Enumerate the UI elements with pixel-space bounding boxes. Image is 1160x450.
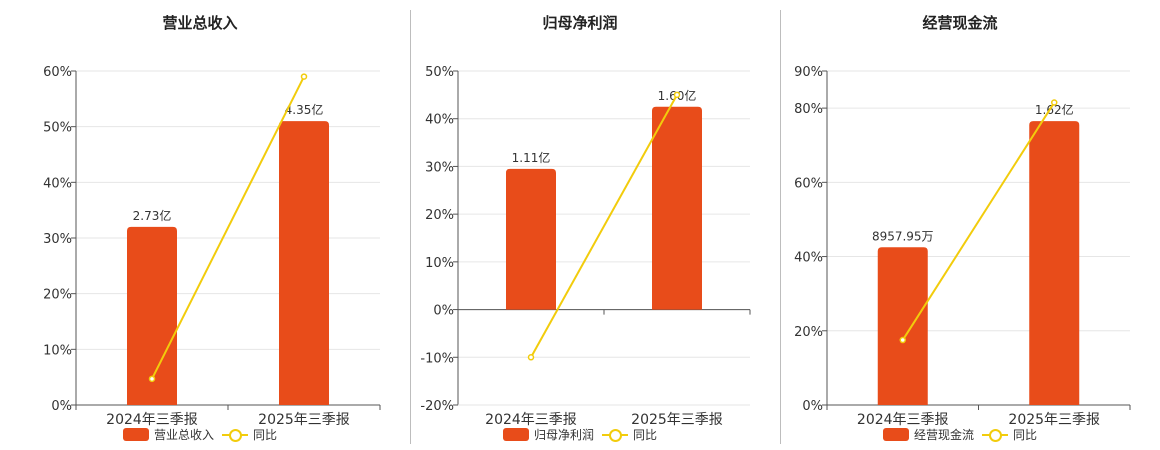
legend-item-line[interactable]: 同比 — [982, 426, 1037, 443]
y-tick-label: -10% — [420, 351, 454, 366]
legend-item-line[interactable]: 同比 — [602, 426, 657, 443]
bar — [506, 168, 556, 310]
x-tick-label: 2025年三季报 — [1008, 412, 1100, 428]
legend-item-line[interactable]: 同比 — [222, 426, 277, 443]
x-tick-label: 2025年三季报 — [258, 412, 350, 428]
chart-legend: 归母净利润 同比 — [380, 426, 780, 443]
yoy-line — [530, 94, 678, 358]
chart-title: 营业总收入 — [162, 14, 238, 32]
y-tick-label: 40% — [425, 113, 454, 128]
bar — [1029, 121, 1080, 405]
y-tick-label: 90% — [794, 65, 823, 80]
x-tick-label: 2025年三季报 — [631, 412, 723, 428]
yoy-point — [527, 354, 535, 361]
y-tick-label: 30% — [43, 232, 72, 247]
y-tick-label: 50% — [43, 121, 72, 136]
bar — [652, 106, 702, 310]
legend-line-swatch — [982, 428, 1008, 442]
yoy-line — [151, 76, 305, 380]
yoy-point — [1051, 99, 1058, 106]
y-tick-label: 50% — [425, 65, 454, 80]
bar — [877, 247, 928, 405]
chart-title: 经营现金流 — [922, 14, 998, 32]
yoy-line — [901, 102, 1056, 341]
legend-line-swatch — [602, 428, 628, 442]
chart-svg: 0% 10% 20% 30% 40% 50% 60% 2024年三季报 2025年三季报 2.73… — [43, 65, 381, 428]
panel-divider — [410, 10, 411, 444]
y-tick-label: 40% — [794, 251, 823, 266]
bar-value-label: 1.11亿 — [512, 150, 551, 165]
y-tick-label: 40% — [43, 176, 72, 191]
y-tick-label: 0% — [51, 399, 72, 414]
chart-panel-cash-flow: 经营现金流 0% 20% 40% 60% 80% 90% 2024年三季报 2025年三季报 8… — [760, 0, 1160, 450]
y-tick-label: 20% — [425, 208, 454, 223]
y-tick-label: 0% — [802, 399, 823, 414]
legend-bar-swatch — [502, 428, 529, 441]
legend-line-swatch — [222, 428, 248, 442]
chart-svg: 0% 20% 40% 60% 80% 90% 2024年三季报 2025年三季报 8957.95… — [794, 65, 1131, 428]
y-tick-label: 20% — [794, 325, 823, 340]
x-tick-label: 2024年三季报 — [857, 412, 949, 428]
chart-legend: 经营现金流 同比 — [760, 426, 1160, 443]
legend-bar-label: 归母净利润 — [533, 428, 594, 442]
y-tick-label: 30% — [425, 160, 454, 175]
legend-item-bar[interactable]: 归母净利润 — [502, 426, 594, 443]
bar — [127, 226, 177, 405]
y-tick-label: 20% — [43, 288, 72, 303]
legend-item-bar[interactable]: 经营现金流 — [882, 426, 974, 443]
legend-bar-swatch — [122, 428, 149, 441]
yoy-point — [148, 375, 156, 383]
y-tick-label: -20% — [420, 399, 454, 414]
bar-value-label: 8957.95万 — [872, 229, 934, 243]
y-tick-label: 0% — [433, 304, 454, 319]
panel-divider — [780, 10, 781, 444]
y-tick-label: 80% — [794, 102, 823, 117]
legend-item-bar[interactable]: 营业总收入 — [122, 426, 214, 443]
bar-value-label: 4.35亿 — [285, 102, 324, 117]
chart-title: 归母净利润 — [542, 14, 618, 32]
chart-legend: 营业总收入 同比 — [0, 426, 400, 443]
y-tick-label: 60% — [794, 176, 823, 191]
yoy-point — [673, 91, 681, 99]
bar-value-label: 1.62亿 — [1035, 102, 1074, 117]
x-tick-label: 2024年三季报 — [485, 412, 577, 428]
legend-bar-swatch — [882, 428, 909, 441]
bar — [279, 121, 329, 405]
legend-line-label: 同比 — [633, 428, 658, 442]
chart-panel-net-profit: 归母净利润 -20% -10% 0% 10% 20% 30% 40% 50% 2024年三季报 2… — [380, 0, 780, 450]
y-tick-label: 10% — [43, 343, 72, 358]
legend-bar-label: 营业总收入 — [153, 428, 214, 442]
legend-line-label: 同比 — [1013, 428, 1038, 442]
y-tick-label: 60% — [43, 65, 72, 80]
chart-panel-revenue: 营业总收入 0% 10% 20% 30% 40% 50% 60% 2024年三季报 2025年三… — [0, 0, 400, 450]
bar-value-label: 2.73亿 — [133, 208, 172, 223]
yoy-point — [300, 73, 308, 80]
chart-svg: -20% -10% 0% 10% 20% 30% 40% 50% 2024年三季报 2025年三季… — [420, 65, 751, 428]
legend-line-label: 同比 — [253, 428, 278, 442]
legend-bar-label: 经营现金流 — [913, 428, 974, 442]
yoy-point — [899, 336, 906, 344]
y-tick-label: 10% — [425, 256, 454, 271]
x-tick-label: 2024年三季报 — [106, 412, 198, 428]
